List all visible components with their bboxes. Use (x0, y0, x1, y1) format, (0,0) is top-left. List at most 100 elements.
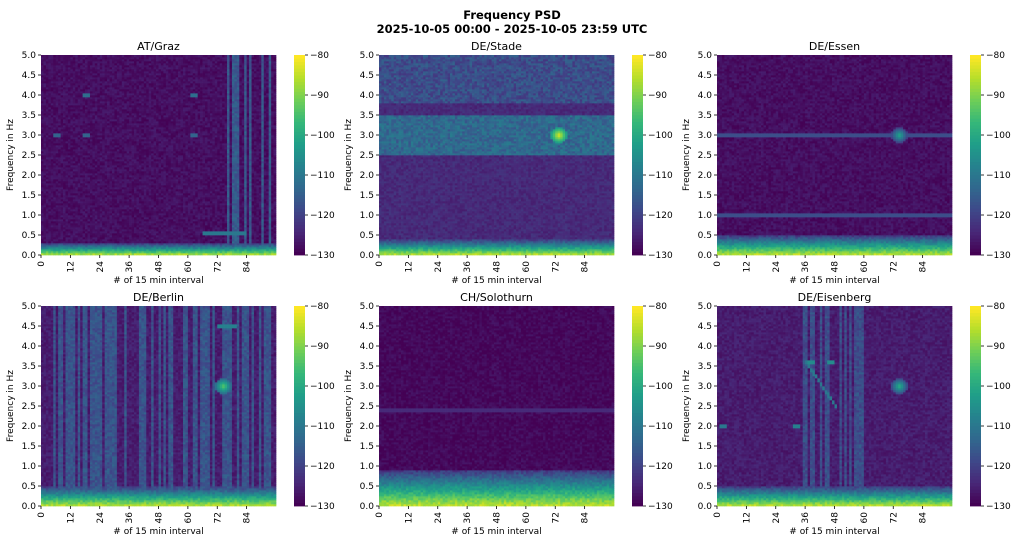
heatmap-cell (41, 203, 44, 205)
heatmap-cell (190, 241, 193, 243)
heatmap-cell (274, 207, 277, 209)
heatmap-cell (193, 249, 196, 251)
heatmap-cell (215, 217, 218, 219)
heatmap-cell (124, 251, 127, 253)
heatmap-cell (154, 227, 157, 229)
heatmap-cell (88, 247, 91, 249)
heatmap-cell (210, 225, 213, 227)
heatmap-cell (239, 251, 242, 253)
heatmap-cell (68, 231, 71, 233)
heatmap-cell (220, 239, 223, 241)
heatmap-cell (154, 231, 157, 233)
heatmap-cell (249, 207, 252, 209)
heatmap-cell (144, 243, 147, 245)
heatmap-cell (61, 227, 64, 229)
heatmap-cell (181, 203, 184, 205)
heatmap-cell (185, 233, 188, 235)
heatmap-cell (149, 211, 152, 213)
heatmap-cell (58, 227, 61, 229)
heatmap-cell (107, 213, 110, 215)
heatmap-cell (181, 225, 184, 227)
heatmap-cell (124, 213, 127, 215)
heatmap-cell (183, 205, 186, 207)
heatmap-cell (239, 209, 242, 211)
heatmap-cell (173, 253, 176, 255)
heatmap-cell (171, 219, 174, 221)
heatmap-cell (90, 201, 93, 203)
heatmap-cell (61, 209, 64, 211)
heatmap-cell (188, 237, 191, 239)
heatmap-cell (256, 245, 259, 247)
heatmap-cell (212, 203, 215, 205)
heatmap-cell (48, 245, 51, 247)
heatmap-cell (141, 213, 144, 215)
heatmap-cell (205, 219, 208, 221)
heatmap-cell (141, 235, 144, 237)
heatmap-cell (256, 235, 259, 237)
heatmap-cell (58, 225, 61, 227)
heatmap-cell (200, 223, 203, 225)
heatmap-cell (220, 249, 223, 251)
heatmap-cell (51, 247, 54, 249)
heatmap-cell (244, 237, 247, 239)
heatmap-cell (259, 253, 262, 255)
heatmap-cell (112, 215, 115, 217)
heatmap-cell (107, 249, 110, 251)
heatmap-cell (107, 221, 110, 223)
heatmap-cell (163, 237, 166, 239)
heatmap-cell (159, 233, 162, 235)
heatmap-cell (117, 235, 120, 237)
heatmap-cell (110, 223, 113, 225)
heatmap-cell (114, 241, 117, 243)
heatmap-cell (171, 207, 174, 209)
heatmap-cell (259, 223, 262, 225)
heatmap-cell (237, 227, 240, 229)
heatmap-cell (242, 225, 245, 227)
heatmap-cell (95, 249, 98, 251)
heatmap-cell (166, 245, 169, 247)
heatmap-cell (229, 241, 232, 243)
heatmap-cell (129, 215, 132, 217)
heatmap-cell (78, 209, 81, 211)
heatmap-cell (261, 215, 264, 217)
heatmap-cell (239, 203, 242, 205)
heatmap-cell (156, 201, 159, 203)
heatmap-cell (237, 233, 240, 235)
heatmap-cell (252, 233, 255, 235)
heatmap-cell (242, 215, 245, 217)
heatmap-cell (151, 215, 154, 217)
heatmap-cell (159, 243, 162, 245)
heatmap-cell (68, 253, 71, 255)
heatmap-cell (117, 205, 120, 207)
heatmap-cell (129, 223, 132, 225)
heatmap-cell (53, 247, 56, 249)
heatmap-cell (90, 207, 93, 209)
heatmap-cell (163, 253, 166, 255)
heatmap-cell (117, 219, 120, 221)
heatmap-cell (70, 203, 73, 205)
heatmap-cell (232, 211, 235, 213)
heatmap-cell (229, 207, 232, 209)
heatmap-cell (61, 239, 64, 241)
heatmap-cell (129, 201, 132, 203)
heatmap-cell (185, 217, 188, 219)
heatmap-cell (92, 229, 95, 231)
heatmap-cell (122, 203, 125, 205)
heatmap-cell (92, 215, 95, 217)
heatmap-cell (261, 225, 264, 227)
heatmap-cell (232, 225, 235, 227)
heatmap-cell (168, 213, 171, 215)
heatmap-cell (119, 247, 122, 249)
heatmap-cell (193, 229, 196, 231)
heatmap-cell (53, 201, 56, 203)
heatmap-cell (53, 227, 56, 229)
heatmap-cell (114, 221, 117, 223)
heatmap-cell (141, 201, 144, 203)
heatmap-cell (168, 205, 171, 207)
heatmap-cell (247, 213, 250, 215)
heatmap-cell (239, 235, 242, 237)
heatmap-cell (132, 201, 135, 203)
heatmap-cell (173, 247, 176, 249)
heatmap-cell (156, 217, 159, 219)
heatmap-cell (61, 229, 64, 231)
